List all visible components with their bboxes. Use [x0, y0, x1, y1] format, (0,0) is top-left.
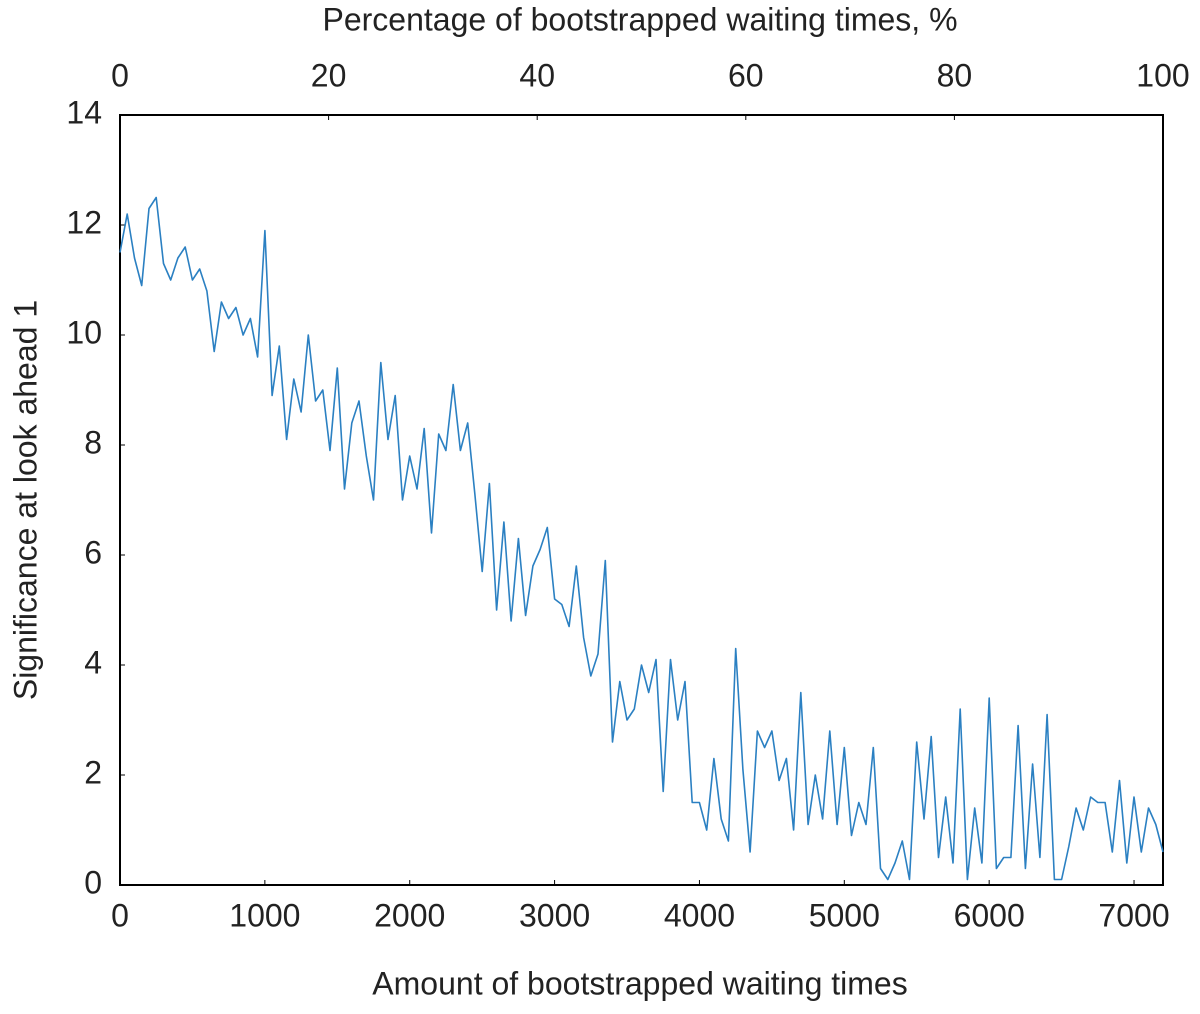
y-tick-label: 0 — [84, 864, 102, 900]
x-tick-label: 7000 — [1098, 897, 1169, 933]
x2-axis-label: Percentage of bootstrapped waiting times… — [322, 1, 957, 37]
x2-tick-label: 80 — [937, 57, 973, 93]
x2-tick-label: 20 — [311, 57, 347, 93]
y-tick-label: 2 — [84, 754, 102, 790]
x-tick-label: 0 — [111, 897, 129, 933]
x-tick-label: 3000 — [519, 897, 590, 933]
x2-tick-label: 60 — [728, 57, 764, 93]
x-tick-label: 4000 — [664, 897, 735, 933]
x-tick-label: 6000 — [954, 897, 1025, 933]
x2-tick-label: 100 — [1136, 57, 1189, 93]
y-tick-label: 10 — [66, 314, 102, 350]
x-tick-label: 1000 — [229, 897, 300, 933]
plot-frame — [119, 114, 1164, 886]
y-tick-label: 8 — [84, 424, 102, 460]
x-tick-label: 5000 — [809, 897, 880, 933]
x-tick-label: 2000 — [374, 897, 445, 933]
data-line — [119, 196, 1164, 881]
x2-tick-label: 40 — [519, 57, 555, 93]
y-axis-label: Significance at look ahead 1 — [7, 300, 43, 700]
y-tick-label: 14 — [66, 94, 102, 130]
y-tick-label: 12 — [66, 204, 102, 240]
y-tick-label: 4 — [84, 644, 102, 680]
y-tick-label: 6 — [84, 534, 102, 570]
x-axis-label: Amount of bootstrapped waiting times — [372, 965, 907, 1001]
x2-tick-label: 0 — [111, 57, 129, 93]
